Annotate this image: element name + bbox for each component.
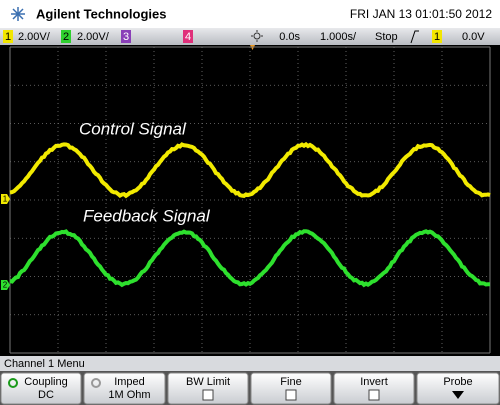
ch1: 1 bbox=[5, 31, 11, 43]
run-state: Stop bbox=[375, 31, 398, 43]
ch2-marker-label: 2 bbox=[3, 281, 8, 290]
softkey-label: Fine bbox=[280, 376, 301, 388]
ch4: 4 bbox=[185, 31, 191, 43]
logo bbox=[11, 7, 25, 21]
checkbox bbox=[286, 390, 296, 400]
ch2: 2 bbox=[63, 31, 69, 43]
trigger-level: 0.0V bbox=[462, 31, 485, 43]
trigger-source: 1 bbox=[434, 31, 440, 43]
checkbox bbox=[203, 390, 213, 400]
softkey-value: DC bbox=[38, 389, 54, 401]
softkey-label: BW Limit bbox=[186, 376, 230, 388]
softkey-label: Invert bbox=[360, 376, 388, 388]
ch3: 3 bbox=[123, 31, 129, 43]
checkbox bbox=[369, 390, 379, 400]
ch1-marker-label: 1 bbox=[3, 195, 8, 204]
softkey-label: Coupling bbox=[24, 376, 67, 388]
softkey-value: 1M Ohm bbox=[108, 389, 150, 401]
menu-title: Channel 1 Menu bbox=[4, 358, 85, 370]
status-bar bbox=[0, 28, 500, 45]
softkey-label: Probe bbox=[443, 376, 472, 388]
time-scale: 1.000s/ bbox=[320, 31, 357, 43]
datetime: FRI JAN 13 01:01:50 2012 bbox=[350, 7, 492, 21]
ch2-scale: 2.00V/ bbox=[77, 31, 110, 43]
brand: Agilent Technologies bbox=[36, 6, 167, 21]
ch1-scale: 2.00V/ bbox=[18, 31, 51, 43]
time-delay: 0.0s bbox=[279, 31, 300, 43]
signal-label: Control Signal bbox=[79, 119, 187, 138]
softkey-label: Imped bbox=[114, 376, 145, 388]
signal-label: Feedback Signal bbox=[83, 206, 211, 225]
